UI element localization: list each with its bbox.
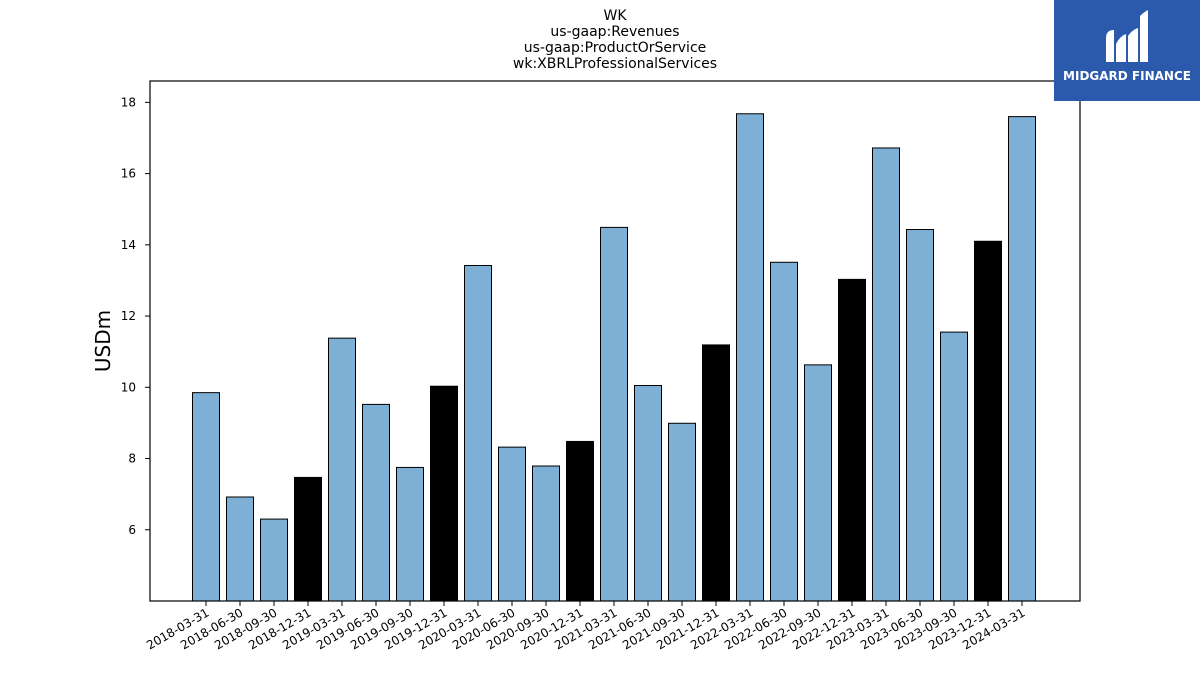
midgard-logo-icon [1106, 10, 1148, 62]
brand-logo: MIDGARD FINANCE [1054, 0, 1200, 101]
bar-2021-12-31 [702, 344, 730, 602]
bar-2020-09-30 [532, 465, 560, 602]
bar-2021-03-31 [600, 226, 628, 602]
bar-2020-12-31 [566, 440, 594, 602]
y-tick-label-8: 8 [128, 452, 136, 466]
logo-text: MIDGARD FINANCE [1063, 69, 1191, 83]
bar-2023-09-30 [940, 331, 968, 602]
bar-2023-12-31 [974, 240, 1002, 602]
bar-2018-03-31 [192, 392, 220, 602]
y-tick-label-18: 18 [121, 95, 136, 109]
chart-title-line-3: us-gaap:ProductOrService [523, 40, 707, 56]
bar-2022-12-31 [838, 278, 866, 602]
bar-2019-09-30 [396, 466, 424, 602]
y-tick-label-10: 10 [121, 380, 136, 394]
bar-2018-09-30 [260, 518, 288, 602]
bar-2019-12-31 [430, 385, 458, 602]
y-axis-label: USDm [91, 310, 115, 372]
bar-2019-03-31 [328, 337, 356, 602]
y-tick-label-14: 14 [121, 238, 136, 252]
chart-title-line-1: WK [603, 8, 627, 24]
y-tick-label-16: 16 [121, 167, 136, 181]
bar-2018-06-30 [226, 496, 254, 602]
y-tick-label-6: 6 [128, 523, 136, 537]
y-tick-label-12: 12 [121, 309, 136, 323]
bar-2022-03-31 [736, 113, 764, 602]
chart-title-line-2: us-gaap:Revenues [550, 24, 680, 40]
bar-2020-06-30 [498, 446, 526, 602]
bar-2023-06-30 [906, 229, 934, 602]
bar-2023-03-31 [872, 147, 900, 602]
bar-2021-06-30 [634, 385, 662, 602]
bar-2024-03-31 [1008, 116, 1036, 602]
bar-2018-12-31 [294, 476, 322, 602]
bar-2022-06-30 [770, 261, 798, 602]
bar-2019-06-30 [362, 403, 390, 602]
chart-title-line-4: wk:XBRLProfessionalServices [512, 56, 718, 72]
bar-2020-03-31 [464, 264, 492, 602]
bar-2022-09-30 [804, 364, 832, 602]
bar-2021-09-30 [668, 422, 696, 602]
plot-frame [149, 80, 1081, 602]
